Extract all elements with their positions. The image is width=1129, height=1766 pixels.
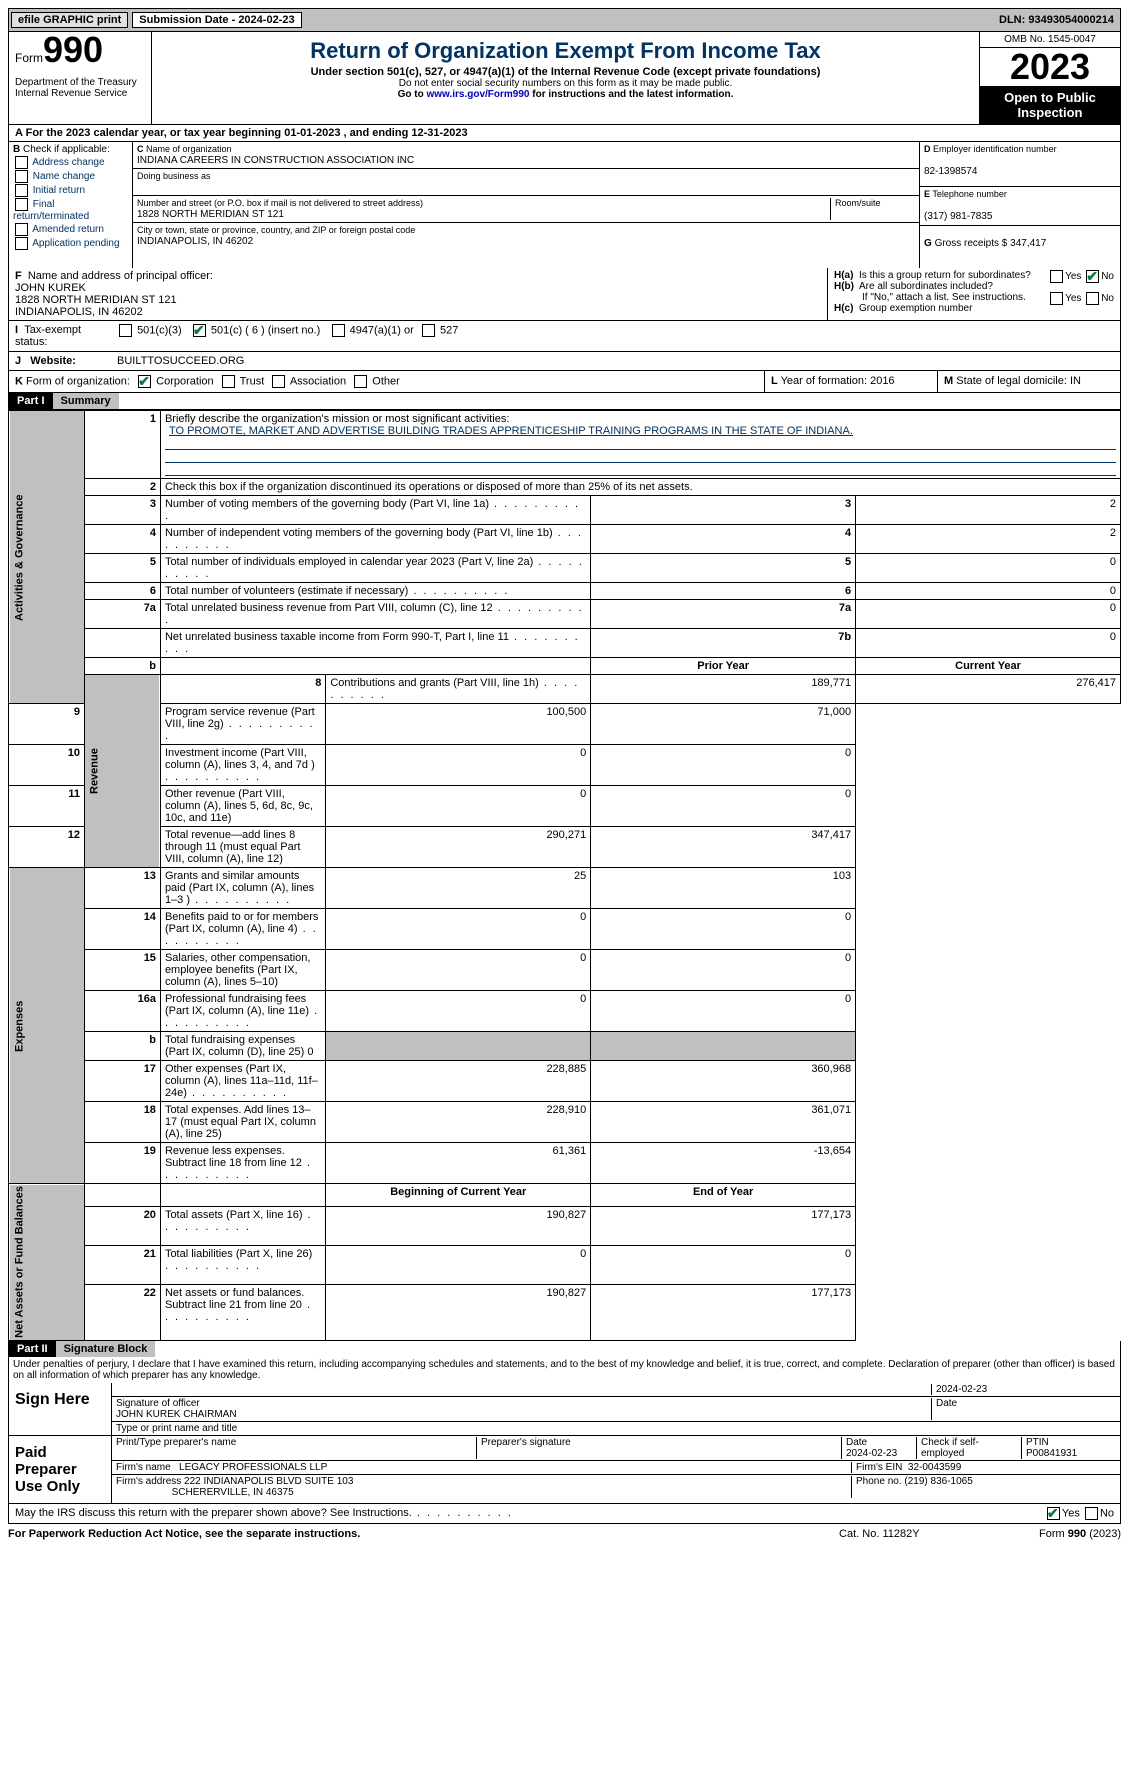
chk-501c3[interactable] bbox=[119, 324, 132, 337]
ha-no[interactable] bbox=[1086, 270, 1099, 283]
phone: (317) 981-7835 bbox=[924, 211, 992, 222]
section-bcdeg: B Check if applicable: Address change Na… bbox=[8, 142, 1121, 268]
top-bar: efile GRAPHIC print Submission Date - 20… bbox=[8, 8, 1121, 32]
side-ag: Activities & Governance bbox=[9, 411, 85, 704]
chk-501c[interactable] bbox=[193, 324, 206, 337]
firm-phone: (219) 836-1065 bbox=[904, 1476, 972, 1487]
dept-label: Department of the Treasury Internal Reve… bbox=[15, 77, 145, 99]
chk-final-return[interactable]: Final return/terminated bbox=[13, 198, 128, 222]
city: INDIANAPOLIS, IN 46202 bbox=[137, 236, 253, 247]
chk-other[interactable] bbox=[354, 375, 367, 388]
firm-addr2: SCHERERVILLE, IN 46375 bbox=[172, 1487, 294, 1498]
discuss-row: May the IRS discuss this return with the… bbox=[8, 1504, 1121, 1524]
goto-post: for instructions and the latest informat… bbox=[529, 89, 733, 100]
org-name: INDIANA CAREERS IN CONSTRUCTION ASSOCIAT… bbox=[137, 155, 414, 166]
section-fh: F Name and address of principal officer:… bbox=[8, 268, 1121, 321]
part1-hdr: Part I bbox=[9, 393, 53, 409]
side-netassets: Net Assets or Fund Balances bbox=[9, 1184, 85, 1341]
part1-title: Summary bbox=[53, 393, 119, 409]
sign-here-label: Sign Here bbox=[9, 1383, 112, 1435]
year-formation: 2016 bbox=[870, 375, 894, 387]
row-j: J Website: BUILTTOSUCCEED.ORG bbox=[8, 352, 1121, 371]
discuss-yes[interactable] bbox=[1047, 1507, 1060, 1520]
chk-assoc[interactable] bbox=[272, 375, 285, 388]
side-expenses: Expenses bbox=[9, 868, 85, 1184]
form-number: 990 bbox=[43, 29, 103, 70]
page-footer: For Paperwork Reduction Act Notice, see … bbox=[8, 1524, 1121, 1540]
legal-domicile: IN bbox=[1070, 375, 1081, 387]
chk-4947[interactable] bbox=[332, 324, 345, 337]
ptin: P00841931 bbox=[1026, 1448, 1077, 1459]
discuss-no[interactable] bbox=[1085, 1507, 1098, 1520]
irs-link[interactable]: www.irs.gov/Form990 bbox=[426, 89, 529, 100]
form-subtitle: Under section 501(c), 527, or 4947(a)(1)… bbox=[158, 66, 973, 78]
perjury-decl: Under penalties of perjury, I declare th… bbox=[8, 1357, 1121, 1383]
officer-signature: JOHN KUREK CHAIRMAN bbox=[116, 1409, 237, 1420]
form-title: Return of Organization Exempt From Incom… bbox=[158, 38, 973, 64]
hb-no[interactable] bbox=[1086, 292, 1099, 305]
ha-yes[interactable] bbox=[1050, 270, 1063, 283]
preparer-block: Paid Preparer Use Only Print/Type prepar… bbox=[8, 1436, 1121, 1504]
chk-527[interactable] bbox=[422, 324, 435, 337]
hb-yes[interactable] bbox=[1050, 292, 1063, 305]
firm-ein: 32-0043599 bbox=[908, 1462, 961, 1473]
summary-table: Activities & Governance 1 Briefly descri… bbox=[8, 410, 1121, 1341]
street: 1828 NORTH MERIDIAN ST 121 bbox=[137, 209, 284, 220]
chk-trust[interactable] bbox=[222, 375, 235, 388]
goto-pre: Go to bbox=[398, 89, 427, 100]
chk-initial-return[interactable]: Initial return bbox=[13, 184, 128, 197]
officer-street: 1828 NORTH MERIDIAN ST 121 bbox=[15, 294, 177, 306]
paid-preparer-label: Paid Preparer Use Only bbox=[9, 1436, 112, 1503]
efile-button[interactable]: efile GRAPHIC print bbox=[11, 12, 128, 28]
dba-label: Doing business as bbox=[137, 171, 211, 181]
dln: DLN: 93493054000214 bbox=[999, 14, 1120, 26]
submission-date: Submission Date - 2024-02-23 bbox=[132, 12, 301, 28]
chk-amended-return[interactable]: Amended return bbox=[13, 223, 128, 236]
officer-name: JOHN KUREK bbox=[15, 282, 86, 294]
chk-app-pending[interactable]: Application pending bbox=[13, 237, 128, 250]
chk-name-change[interactable]: Name change bbox=[13, 170, 128, 183]
chk-address-change[interactable]: Address change bbox=[13, 156, 128, 169]
side-revenue: Revenue bbox=[84, 675, 160, 868]
website[interactable]: BUILTTOSUCCEED.ORG bbox=[111, 352, 1120, 370]
row-klm: K Form of organization: Corporation Trus… bbox=[8, 371, 1121, 393]
signature-block: Sign Here 2024-02-23 Signature of office… bbox=[8, 1383, 1121, 1436]
ein: 82-1398574 bbox=[924, 166, 977, 177]
row-a-period: A For the 2023 calendar year, or tax yea… bbox=[8, 125, 1121, 142]
mission: TO PROMOTE, MARKET AND ADVERTISE BUILDIN… bbox=[165, 425, 853, 437]
officer-city: INDIANAPOLIS, IN 46202 bbox=[15, 306, 143, 318]
row-i: I Tax-exempt status: 501(c)(3) 501(c) ( … bbox=[8, 321, 1121, 352]
open-inspection: Open to Public Inspection bbox=[980, 86, 1120, 124]
part2-hdr: Part II bbox=[9, 1341, 56, 1357]
chk-corp[interactable] bbox=[138, 375, 151, 388]
form-label: Form bbox=[15, 51, 43, 65]
firm-name: LEGACY PROFESSIONALS LLP bbox=[179, 1462, 327, 1473]
b-label: Check if applicable: bbox=[23, 144, 110, 155]
form-header: Form990 Department of the Treasury Inter… bbox=[8, 32, 1121, 125]
part2-title: Signature Block bbox=[56, 1341, 156, 1357]
gross-receipts: 347,417 bbox=[1010, 238, 1046, 249]
ssn-note: Do not enter social security numbers on … bbox=[158, 78, 973, 89]
tax-year: 2023 bbox=[980, 48, 1120, 86]
firm-addr1: 222 INDIANAPOLIS BLVD SUITE 103 bbox=[184, 1476, 353, 1487]
